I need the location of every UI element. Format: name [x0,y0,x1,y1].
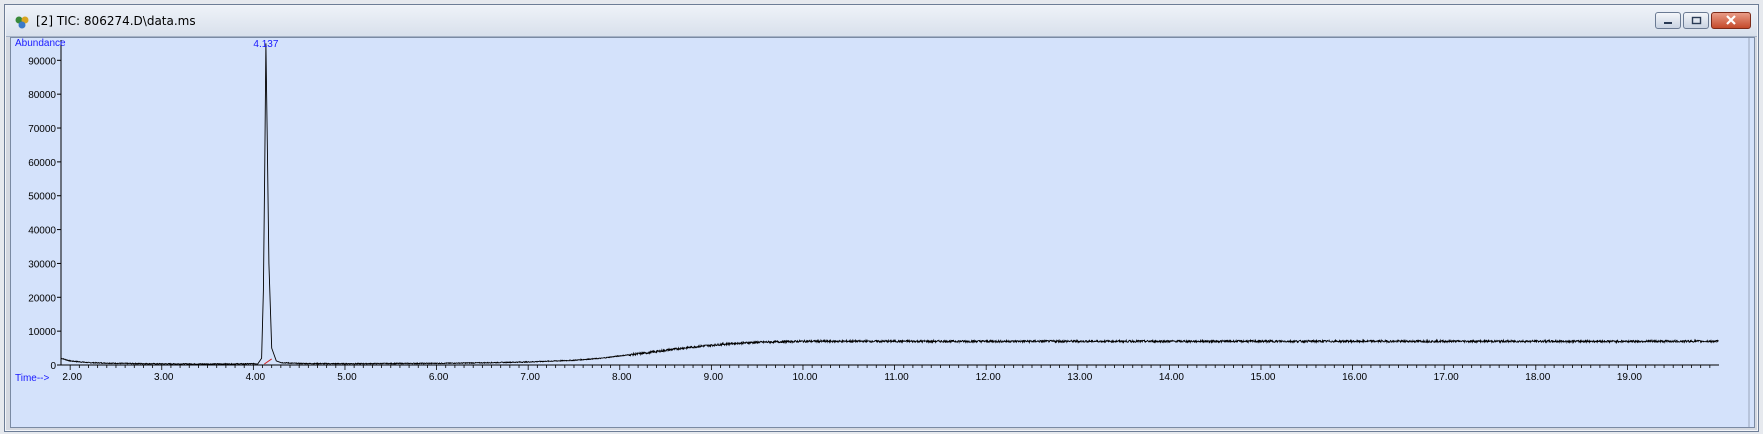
minimize-icon [1664,22,1672,24]
x-tick-label-15: 17.00 [1434,372,1459,383]
x-tick-label-2: 4.00 [246,372,266,383]
y-tick-label-1: 10000 [28,327,56,338]
x-tick-label-5: 7.00 [520,372,540,383]
y-tick-label-7: 70000 [28,124,56,135]
title-bar[interactable]: [2] TIC: 806274.D\data.ms [6,6,1757,37]
y-tick-label-4: 40000 [28,226,56,237]
close-icon [1726,15,1736,25]
chart-area[interactable]: 0 10000 20000 30000 40000 50000 60000 70000 8000… [10,37,1755,428]
y-tick-label-3: 30000 [28,259,56,270]
chromatogram-window: [2] TIC: 806274.D\data.ms 0 10000 20000 300… [4,4,1759,432]
series-line-0 [60,43,1719,366]
x-tick-label-3: 5.00 [337,372,357,383]
minimize-button[interactable] [1655,12,1681,29]
restore-button[interactable] [1683,12,1709,29]
x-tick-label-1: 3.00 [154,372,174,383]
x-tick-label-7: 9.00 [704,372,724,383]
restore-icon [1691,16,1702,25]
y-tick-label-8: 80000 [28,90,56,101]
y-tick-label-6: 60000 [28,158,56,169]
y-tick-label-9: 90000 [28,56,56,67]
peak-integration-mark [264,358,272,365]
x-tick-label-13: 15.00 [1250,372,1275,383]
y-tick-label-0: 0 [50,361,56,372]
x-tick-label-10: 12.00 [976,372,1001,383]
x-tick-label-16: 18.00 [1525,372,1550,383]
y-tick-label-2: 20000 [28,293,56,304]
x-tick-label-17: 19.00 [1617,372,1642,383]
tic-chart: 0 10000 20000 30000 40000 50000 60000 70000 8000… [15,38,1750,427]
x-axis-label: Time--> [15,373,50,384]
x-tick-label-8: 10.00 [792,372,817,383]
y-axis-label: Abundance [15,38,66,49]
x-tick-label-9: 11.00 [884,372,909,383]
x-tick-label-14: 16.00 [1342,372,1367,383]
peak-label: 4.137 [253,39,278,50]
x-tick-label-0: 2.00 [62,372,82,383]
x-tick-label-11: 13.00 [1067,372,1092,383]
x-tick-label-12: 14.00 [1159,372,1184,383]
app-icon [15,16,29,29]
x-tick-label-4: 6.00 [429,372,449,383]
y-tick-label-5: 50000 [28,192,56,203]
window-title: [2] TIC: 806274.D\data.ms [36,14,196,28]
close-button[interactable] [1711,12,1751,29]
x-tick-label-6: 8.00 [612,372,632,383]
